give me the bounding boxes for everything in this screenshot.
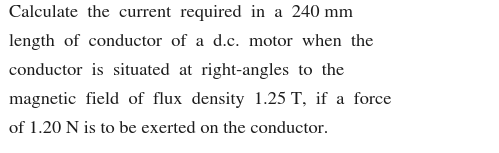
Text: conductor  is  situated  at  right-angles  to  the: conductor is situated at right-angles to…	[9, 63, 344, 79]
Text: of 1.20 N is to be exerted on the conductor.: of 1.20 N is to be exerted on the conduc…	[9, 121, 328, 137]
Text: length  of  conductor  of  a  d.c.  motor  when  the: length of conductor of a d.c. motor when…	[9, 34, 373, 50]
Text: Calculate  the  current  required  in  a  240 mm: Calculate the current required in a 240 …	[9, 5, 353, 21]
Text: magnetic  field  of  flux  density  1.25 T,  if  a  force: magnetic field of flux density 1.25 T, i…	[9, 92, 392, 108]
